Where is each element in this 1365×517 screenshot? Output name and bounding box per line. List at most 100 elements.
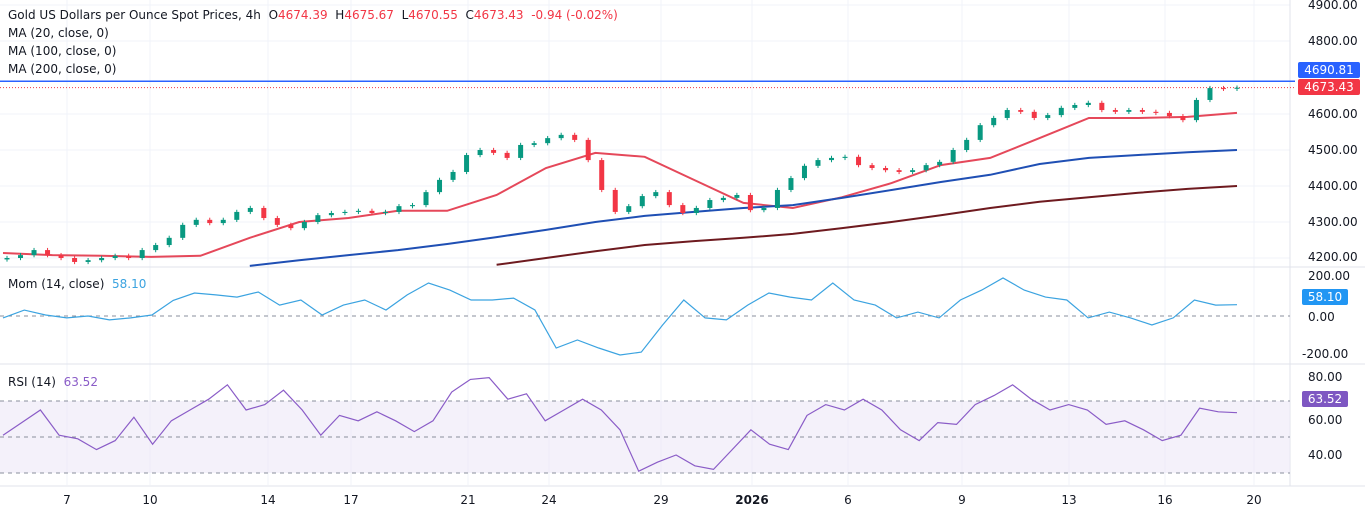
candle-body xyxy=(1166,112,1172,117)
date-tick: 6 xyxy=(844,493,852,507)
candle-body xyxy=(274,218,280,225)
candle-body xyxy=(720,197,726,201)
candle-body xyxy=(626,206,632,212)
symbol-title[interactable]: Gold US Dollars per Ounce Spot Prices, 4… xyxy=(8,8,261,22)
candle-body xyxy=(964,139,970,150)
close-value: 4673.43 xyxy=(473,8,524,22)
price-tick: 4800.00 xyxy=(1308,34,1358,48)
candle-body xyxy=(85,260,91,262)
candle-body xyxy=(1234,87,1240,89)
price-tick: 4300.00 xyxy=(1308,215,1358,229)
candle-body xyxy=(1031,111,1037,118)
date-tick: 2026 xyxy=(735,493,769,507)
candle-body xyxy=(139,250,145,258)
high-label: H xyxy=(335,8,345,22)
date-tick: 16 xyxy=(1157,493,1173,507)
candle-body xyxy=(910,170,916,172)
candle-body xyxy=(423,192,429,206)
mom-value-tag: 58.10 xyxy=(1302,289,1348,305)
candle-body xyxy=(883,168,889,171)
candle-body xyxy=(734,195,740,198)
candle-body xyxy=(572,134,578,140)
rsi-value-tag: 63.52 xyxy=(1302,391,1348,407)
candle-body xyxy=(774,189,780,208)
candle-body xyxy=(166,237,172,246)
ma100-legend[interactable]: MA (100, close, 0) xyxy=(8,44,117,58)
low-label: L xyxy=(401,8,409,22)
candle-body xyxy=(99,258,105,261)
change-value: -0.94 (-0.02%) xyxy=(531,8,618,22)
candle-body xyxy=(666,192,672,206)
candle-body xyxy=(923,165,929,171)
rsi-title: RSI (14) xyxy=(8,375,56,389)
candle-body xyxy=(788,178,794,190)
price-tick: 4600.00 xyxy=(1308,107,1358,121)
candle-body xyxy=(991,117,997,126)
candle-body xyxy=(437,179,443,193)
candle-body xyxy=(193,219,199,225)
candle-body xyxy=(58,255,64,258)
candle-body xyxy=(585,139,591,161)
candle-body xyxy=(126,255,132,258)
mom-line xyxy=(2,277,1238,356)
candle-body xyxy=(1153,111,1159,113)
date-tick: 20 xyxy=(1246,493,1262,507)
candle-body xyxy=(1018,110,1024,112)
candle-body xyxy=(288,224,294,229)
date-tick: 24 xyxy=(541,493,557,507)
candle-body xyxy=(1180,116,1186,121)
candle-body xyxy=(4,258,10,260)
candle-body xyxy=(707,200,713,208)
candle-body xyxy=(1139,110,1145,112)
candle-body xyxy=(31,250,37,256)
candle-body xyxy=(261,207,267,219)
candle-body xyxy=(220,219,226,224)
candle-body xyxy=(491,150,497,153)
ma200-line xyxy=(496,185,1238,266)
candle-body xyxy=(112,255,118,258)
mom-tick: 200.00 xyxy=(1308,269,1350,283)
candle-body xyxy=(531,143,537,145)
date-tick: 9 xyxy=(958,493,966,507)
ma20-legend[interactable]: MA (20, close, 0) xyxy=(8,26,109,40)
candle-body xyxy=(599,160,605,190)
rsi-legend[interactable]: RSI (14) 63.52 xyxy=(8,375,98,389)
open-label: O xyxy=(268,8,279,22)
ma200-legend[interactable]: MA (200, close, 0) xyxy=(8,62,117,76)
high-value: 4675.67 xyxy=(344,8,394,22)
candle-body xyxy=(328,213,334,216)
candle-body xyxy=(207,219,213,224)
mom-tick: 0.00 xyxy=(1308,310,1335,324)
candle-body xyxy=(815,160,821,166)
candle-body xyxy=(653,192,659,197)
candle-body xyxy=(1220,88,1226,90)
mom-title: Mom (14, close) xyxy=(8,277,105,291)
candle-body xyxy=(18,255,24,258)
candle-body xyxy=(761,207,767,211)
candle-body xyxy=(382,211,388,213)
candle-body xyxy=(950,150,956,162)
candle-body xyxy=(301,222,307,229)
mom-value: 58.10 xyxy=(112,277,147,291)
candle-body xyxy=(680,205,686,213)
candle-body xyxy=(801,165,807,179)
candle-body xyxy=(1045,115,1051,118)
last-price-tag: 4673.43 xyxy=(1298,79,1360,95)
mom-legend[interactable]: Mom (14, close) 58.10 xyxy=(8,277,146,291)
candle-body xyxy=(747,195,753,211)
date-tick: 13 xyxy=(1061,493,1077,507)
ma20-line xyxy=(2,111,1238,258)
rsi-tick: 60.00 xyxy=(1308,413,1343,427)
candle-body xyxy=(504,152,510,158)
candle-body xyxy=(180,224,186,238)
candle-body xyxy=(977,125,983,140)
rsi-value: 63.52 xyxy=(63,375,98,389)
candle-body xyxy=(1112,110,1118,112)
candle-body xyxy=(896,170,902,172)
candle-body xyxy=(450,171,456,180)
candle-body xyxy=(558,134,564,139)
candle-body xyxy=(856,156,862,166)
date-tick: 7 xyxy=(63,493,71,507)
